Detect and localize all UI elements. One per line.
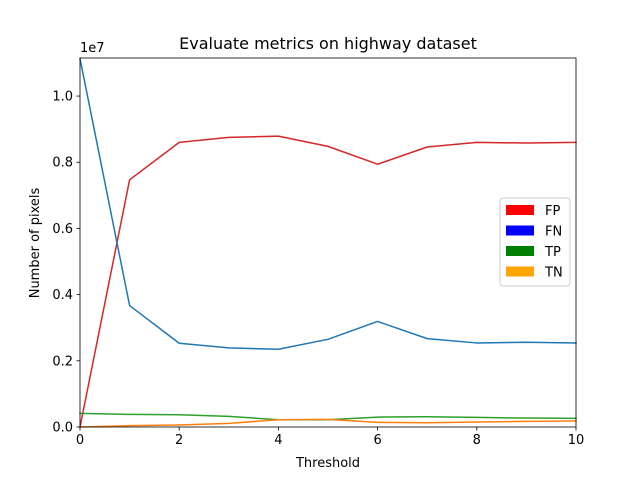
legend-swatch bbox=[506, 205, 534, 215]
legend-box bbox=[499, 197, 571, 287]
y-tick-label: 0.6 bbox=[52, 222, 73, 237]
plot-area: 0 2 4 6 8 10 0.0 0.2 0.4 0.6 0.8 1.0 bbox=[52, 57, 585, 448]
legend-swatch bbox=[506, 266, 534, 277]
legend-label: FN bbox=[545, 225, 562, 240]
y-tick-label: 0.4 bbox=[52, 288, 73, 303]
x-tick-label: 6 bbox=[373, 433, 381, 448]
legend-swatch bbox=[506, 225, 534, 236]
x-tick-label: 8 bbox=[473, 433, 481, 448]
series-line-1 bbox=[79, 135, 577, 428]
x-tick-label: 4 bbox=[274, 433, 282, 448]
y-tick-label: 0.0 bbox=[52, 421, 73, 436]
x-tick-label: 10 bbox=[568, 433, 585, 448]
x-axis-label: Threshold bbox=[295, 456, 360, 471]
legend-swatch bbox=[506, 246, 534, 256]
legend-label: FP bbox=[545, 204, 560, 219]
legend: FP FN TP TN bbox=[499, 197, 571, 287]
legend-label: TP bbox=[544, 245, 561, 260]
x-tick-label: 0 bbox=[76, 433, 84, 448]
y-offset-label: 1e7 bbox=[80, 41, 105, 56]
y-axis-label: Number of pixels bbox=[28, 187, 43, 298]
chart-title: Evaluate metrics on highway dataset bbox=[179, 34, 477, 53]
series-line-4 bbox=[79, 418, 577, 428]
y-tick-label: 1.0 bbox=[52, 90, 73, 105]
legend-label: TN bbox=[544, 266, 563, 281]
y-tick-label: 0.2 bbox=[52, 354, 73, 369]
x-tick-label: 2 bbox=[175, 433, 183, 448]
y-tick-label: 0.8 bbox=[52, 156, 73, 171]
series-line-2 bbox=[79, 57, 577, 350]
axes-frame bbox=[79, 57, 577, 428]
